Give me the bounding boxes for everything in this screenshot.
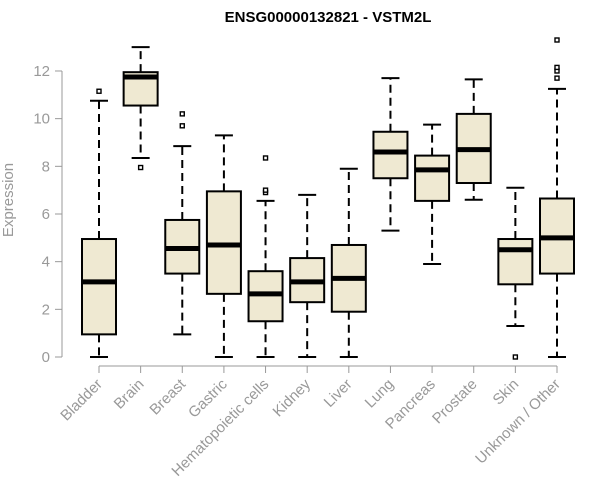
box-bladder [81, 88, 117, 358]
box-series [81, 37, 575, 360]
y-tick-label: 2 [42, 301, 50, 318]
y-axis-label: Expression [0, 163, 17, 237]
x-tick-label: Bladder [57, 376, 106, 425]
x-tick-label: Brain [111, 376, 148, 413]
x-tick-label: Skin [490, 376, 523, 409]
box-gastric [205, 134, 242, 358]
outlier-point [554, 75, 560, 81]
box-lung [372, 77, 409, 232]
box-prostate [455, 78, 492, 201]
x-tick-label: Lung [362, 376, 398, 412]
x-tick-label: Kidney [270, 375, 315, 420]
y-axis: 0 2 4 6 8 10 12 [33, 63, 63, 366]
box-unknown-other [539, 37, 575, 358]
outlier-point [262, 187, 269, 193]
y-tick-label: 8 [42, 158, 50, 175]
iqr-box [414, 154, 451, 202]
box-breast [164, 111, 201, 336]
iqr-box [497, 238, 534, 286]
box-brain [122, 46, 159, 171]
x-tick-label: Prostate [429, 376, 481, 428]
box-skin [497, 186, 534, 360]
box-hematopoietic-cells [247, 155, 284, 358]
y-tick-label: 12 [33, 63, 50, 80]
outlier-point [262, 155, 269, 161]
box-kidney [289, 193, 326, 358]
y-tick-label: 10 [33, 111, 50, 128]
iqr-box [372, 130, 409, 180]
outlier-point [137, 164, 144, 171]
x-tick-label: Breast [146, 375, 189, 418]
outlier-point [554, 64, 560, 71]
x-tick-label: Liver [321, 376, 356, 411]
y-tick-label: 6 [42, 206, 50, 223]
y-tick-label: 4 [42, 254, 50, 271]
y-tick-label: 0 [42, 349, 50, 366]
box-liver [330, 167, 367, 358]
outlier-point [554, 37, 560, 43]
outlier-point [179, 123, 185, 129]
outlier-point [179, 111, 185, 117]
outlier-point [512, 354, 519, 360]
outlier-point [96, 88, 102, 94]
box-pancreas [414, 123, 451, 266]
iqr-box [81, 238, 117, 336]
chart-title: ENSG00000132821 - VSTM2L [225, 9, 432, 26]
